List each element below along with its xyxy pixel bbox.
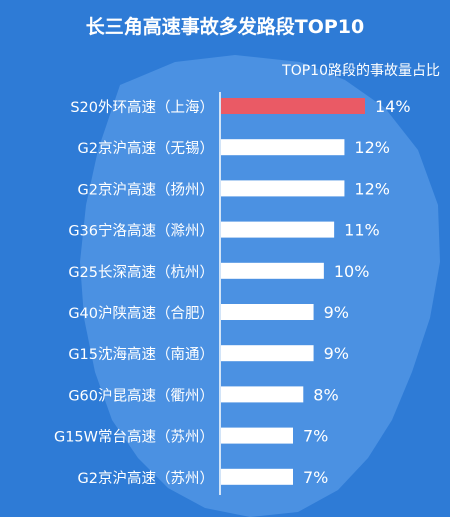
value-label: 11% — [344, 221, 380, 240]
value-label: 7% — [303, 468, 328, 487]
category-label: G36宁洛高速（滁州） — [68, 223, 214, 240]
category-label: S20外环高速（上海） — [70, 99, 214, 116]
bar — [221, 262, 324, 279]
bar — [221, 304, 314, 320]
category-label: G2京沪高速（扬州） — [78, 181, 214, 198]
bar — [221, 221, 335, 238]
category-label: G60沪昆高速（衢州） — [68, 387, 214, 404]
value-label: 9% — [324, 303, 349, 322]
chart-subtitle: TOP10路段的事故量占比 — [281, 63, 440, 79]
value-label: 8% — [313, 385, 338, 404]
value-label: 10% — [334, 262, 370, 281]
bar — [221, 180, 345, 197]
bar — [221, 139, 345, 156]
bar — [221, 386, 304, 403]
category-label: G15沈海高速（南通） — [68, 346, 214, 363]
yangtze-delta-map-shape — [80, 55, 440, 517]
bar — [221, 345, 314, 362]
bar — [221, 98, 365, 114]
bar — [221, 468, 293, 485]
category-label: G2京沪高速（无锡） — [78, 140, 214, 157]
value-label: 12% — [354, 138, 390, 157]
value-label: 7% — [303, 427, 328, 446]
chart-title: 长三角高速事故多发路段TOP10 — [86, 15, 364, 38]
value-label: 14% — [375, 97, 411, 116]
category-label: G40沪陕高速（合肥） — [68, 305, 214, 322]
category-label: G15W常台高速（苏州） — [54, 429, 214, 446]
bar — [221, 427, 293, 444]
category-label: G2京沪高速（苏州） — [78, 470, 214, 487]
value-label: 9% — [324, 344, 349, 363]
value-label: 12% — [354, 179, 390, 198]
bars-group: S20外环高速（上海） 14% G2京沪高速（无锡） 12% G2京沪高速（扬州） 12%… — [54, 97, 411, 487]
category-label: G25长深高速（杭州） — [68, 264, 214, 281]
